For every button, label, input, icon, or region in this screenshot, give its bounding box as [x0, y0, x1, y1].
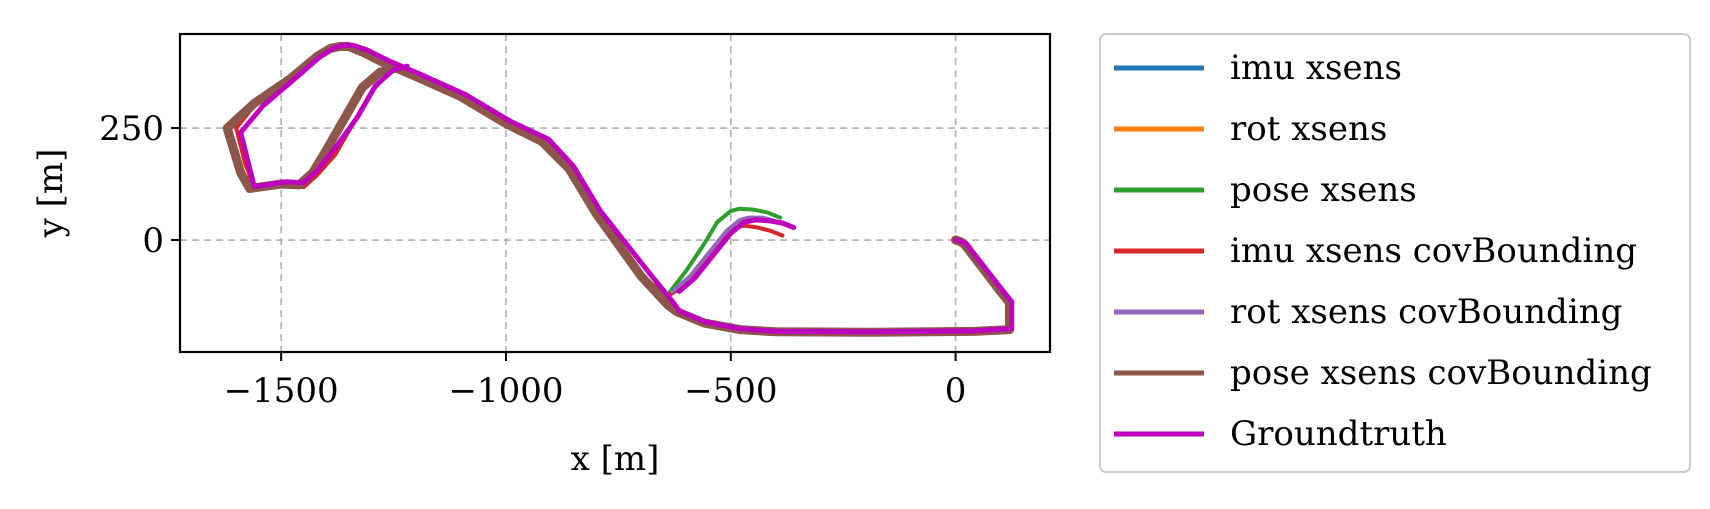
legend: imu xsens rot xsens pose xsens imu xsens co… — [1099, 33, 1691, 473]
legend-label: pose xsens — [1230, 170, 1417, 210]
series-line — [222, 42, 1014, 337]
grid — [180, 34, 1050, 352]
legend-box — [1099, 33, 1691, 473]
x-tick-label: −1500 — [224, 371, 339, 411]
series-line — [225, 44, 1012, 335]
plot-area-frame — [178, 32, 1052, 354]
legend-label: pose xsens covBounding — [1230, 353, 1652, 393]
plot-series — [222, 42, 1015, 337]
series-line — [225, 44, 1012, 335]
x-tick-label: −1000 — [448, 371, 563, 411]
y-tick-label: 250 — [99, 109, 164, 149]
series-line — [676, 217, 797, 294]
x-axis-label: x [m] — [571, 439, 660, 479]
x-tick-label: −500 — [684, 371, 777, 411]
y-axis-label: y [m] — [31, 149, 71, 239]
legend-label: rot xsens covBounding — [1230, 292, 1622, 332]
legend-label: imu xsens covBounding — [1230, 231, 1637, 271]
axis-ticks: −1500 −1000 −500 0 0 250 — [99, 109, 966, 411]
series-line — [668, 206, 783, 294]
series-line — [238, 42, 1015, 335]
legend-label: imu xsens — [1230, 48, 1402, 88]
legend-label: Groundtruth — [1230, 414, 1447, 454]
x-tick-label: 0 — [945, 371, 967, 411]
legend-label: rot xsens — [1230, 109, 1387, 149]
y-tick-label: 0 — [142, 221, 164, 261]
